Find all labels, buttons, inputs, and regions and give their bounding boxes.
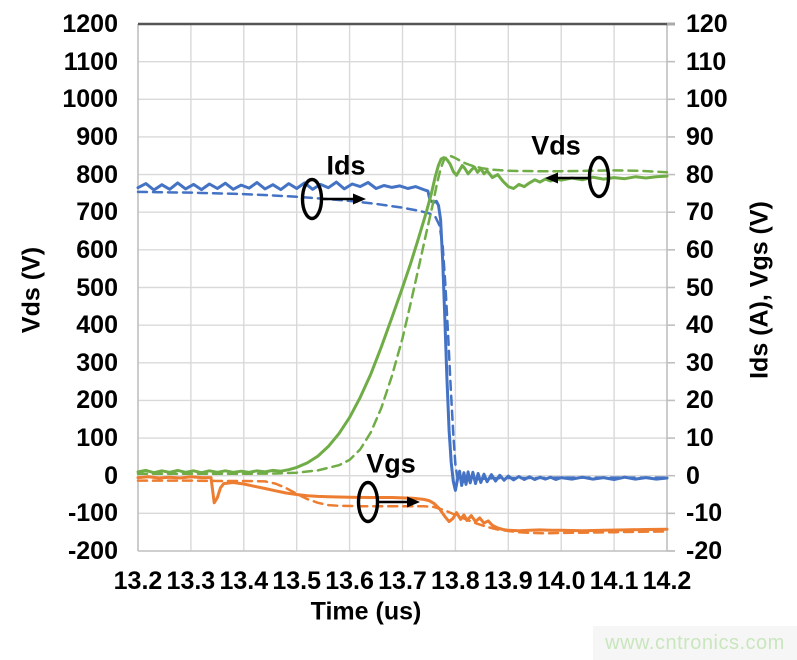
right-axis-tick-label: -10 bbox=[686, 499, 723, 528]
x-axis-tick-label: 13.8 bbox=[431, 567, 480, 595]
x-axis-tick-label: 14.1 bbox=[589, 567, 639, 595]
left-axis-tick-label: 1200 bbox=[62, 10, 118, 38]
y-axis-right-title: Ids (A), Vgs (V) bbox=[745, 201, 774, 379]
left-axis-tick-label: -200 bbox=[67, 537, 118, 565]
right-axis-tick-label: 30 bbox=[686, 348, 714, 377]
left-axis-tick-label: 600 bbox=[76, 235, 118, 264]
series-ids-solid bbox=[136, 180, 669, 492]
series-vds-dashed bbox=[136, 154, 669, 476]
right-axis-tick-label: 90 bbox=[686, 122, 714, 151]
left-axis-tick-label: 300 bbox=[76, 348, 118, 377]
right-axis-tick-label: 40 bbox=[686, 311, 714, 340]
right-axis-tick-label: -20 bbox=[686, 537, 723, 565]
watermark: www.cntronics.com bbox=[593, 626, 797, 660]
left-axis-tick-label: 200 bbox=[76, 386, 118, 415]
left-axis-tick-label: 1000 bbox=[62, 85, 118, 114]
right-axis-tick-label: 120 bbox=[686, 10, 728, 38]
x-axis-tick-label: 13.4 bbox=[219, 567, 269, 595]
left-axis-tick-label: 800 bbox=[76, 160, 118, 189]
left-axis-tick-label: 400 bbox=[76, 311, 118, 340]
left-axis-tick-label: -100 bbox=[67, 499, 118, 528]
x-axis-tick-label: 14.0 bbox=[536, 567, 586, 595]
x-axis-tick-label: 13.2 bbox=[113, 567, 163, 595]
annotation-vgs-marker bbox=[356, 480, 420, 524]
left-axis-tick-label: 900 bbox=[76, 122, 118, 151]
right-axis-tick-label: 100 bbox=[686, 85, 728, 114]
y-axis-left-title: Vds (V) bbox=[17, 246, 46, 334]
right-axis-tick-label: 70 bbox=[686, 198, 714, 227]
annotation-ids-label: Ids bbox=[326, 150, 366, 181]
left-axis-tick-label: 100 bbox=[76, 424, 118, 453]
right-axis-tick-label: 110 bbox=[686, 47, 727, 76]
right-axis-tick-label: 0 bbox=[686, 461, 700, 490]
x-axis-tick-label: 14.2 bbox=[642, 567, 692, 595]
right-axis-tick-label: 60 bbox=[686, 235, 714, 264]
right-axis-tick-label: 20 bbox=[686, 386, 714, 415]
annotation-vgs-label: Vgs bbox=[366, 448, 416, 479]
left-axis-tick-label: 700 bbox=[76, 198, 118, 227]
annotation-ids-marker bbox=[300, 177, 366, 221]
x-axis-title: Time (us) bbox=[310, 597, 422, 626]
left-axis-tick-label: 0 bbox=[104, 461, 118, 490]
annotation-vds-marker bbox=[545, 155, 611, 199]
x-axis-tick-label: 13.3 bbox=[166, 567, 216, 595]
left-axis-tick-label: 1100 bbox=[63, 47, 118, 76]
series-vgs-dashed bbox=[136, 479, 669, 535]
x-axis-tick-label: 13.7 bbox=[378, 567, 427, 595]
right-axis-tick-label: 50 bbox=[686, 273, 714, 302]
x-axis-tick-label: 13.9 bbox=[483, 567, 533, 595]
series-vds-solid bbox=[136, 156, 669, 475]
right-axis-tick-label: 80 bbox=[686, 160, 714, 189]
x-axis-tick-label: 13.6 bbox=[325, 567, 374, 595]
annotation-vds-label: Vds bbox=[531, 130, 581, 161]
x-axis-tick-label: 13.5 bbox=[272, 567, 322, 595]
series-vgs-solid bbox=[136, 475, 669, 533]
right-axis-tick-label: 10 bbox=[686, 424, 714, 453]
left-axis-tick-label: 500 bbox=[76, 273, 118, 302]
